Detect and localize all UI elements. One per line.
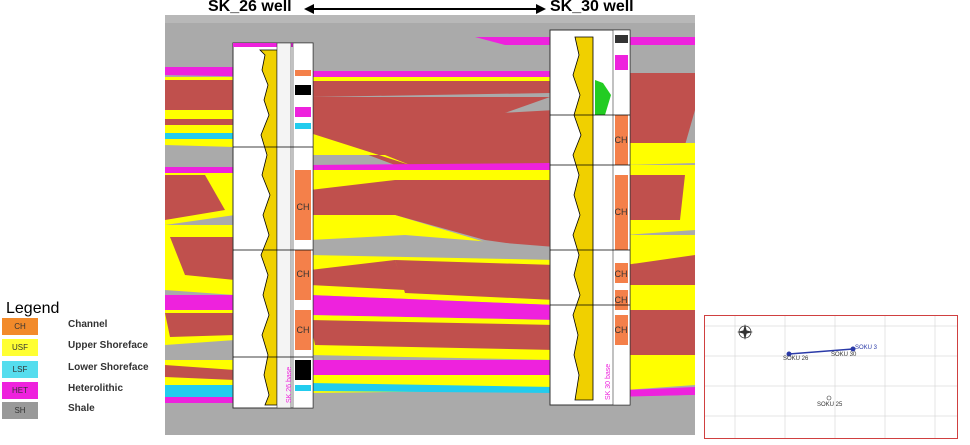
well-marker: SK 26 base — [286, 367, 293, 403]
legend-label: Lower Shoreface — [68, 362, 149, 373]
legend-swatch: SH — [2, 402, 38, 419]
cross-section-drawing: CH CH CH CH CH CH CH CH SK 26 base SK 30… — [165, 15, 695, 435]
map-well-label: SOKU 25 — [817, 402, 843, 408]
facies-label: CH — [297, 202, 310, 212]
legend-swatch: USF — [2, 339, 38, 356]
legend-label: Upper Shoreface — [68, 340, 149, 351]
well-point — [826, 395, 832, 401]
facies-label: CH — [615, 295, 628, 305]
facies-label: CH — [297, 269, 310, 279]
legend-swatch: HET — [2, 382, 38, 399]
well-point — [786, 351, 792, 357]
legend-swatch: CH — [2, 318, 38, 335]
well-marker: SK 30 base — [605, 364, 612, 400]
map-well-label: SOKU 3 — [855, 345, 878, 351]
sk30-well-log — [549, 29, 631, 406]
map-drawing — [705, 316, 957, 438]
cross-section-panel: CH CH CH CH CH CH CH CH SK 26 base SK 30… — [165, 15, 695, 435]
legend-swatch: LSF — [2, 361, 38, 378]
map-well-label: SOKU 30 — [831, 352, 857, 358]
well-point — [850, 346, 856, 352]
legend-label: Channel — [68, 319, 108, 330]
facies-label: CH — [297, 325, 310, 335]
legend-label: Heterolithic — [68, 383, 124, 394]
legend-title: Legend — [6, 300, 60, 317]
right-well-title: SK_30 well — [550, 0, 634, 15]
north-arrow-icon — [737, 324, 753, 340]
location-map: SOKU 26 SOKU 30 SOKU 25 SOKU 3 — [704, 315, 958, 439]
section-line — [788, 348, 854, 355]
map-well-label: SOKU 26 — [783, 356, 809, 362]
facies-ch — [295, 170, 311, 240]
facies-label: CH — [615, 207, 628, 217]
facies-label: CH — [615, 135, 628, 145]
facies-ch — [615, 115, 628, 165]
facies-label: CH — [615, 269, 628, 279]
left-well-title: SK_26 well — [208, 0, 292, 15]
correlation-arrow — [304, 4, 546, 14]
facies-label: CH — [615, 325, 628, 335]
channel-body — [165, 80, 240, 110]
sk26-well-log — [232, 42, 314, 409]
legend-label: Shale — [68, 403, 95, 414]
